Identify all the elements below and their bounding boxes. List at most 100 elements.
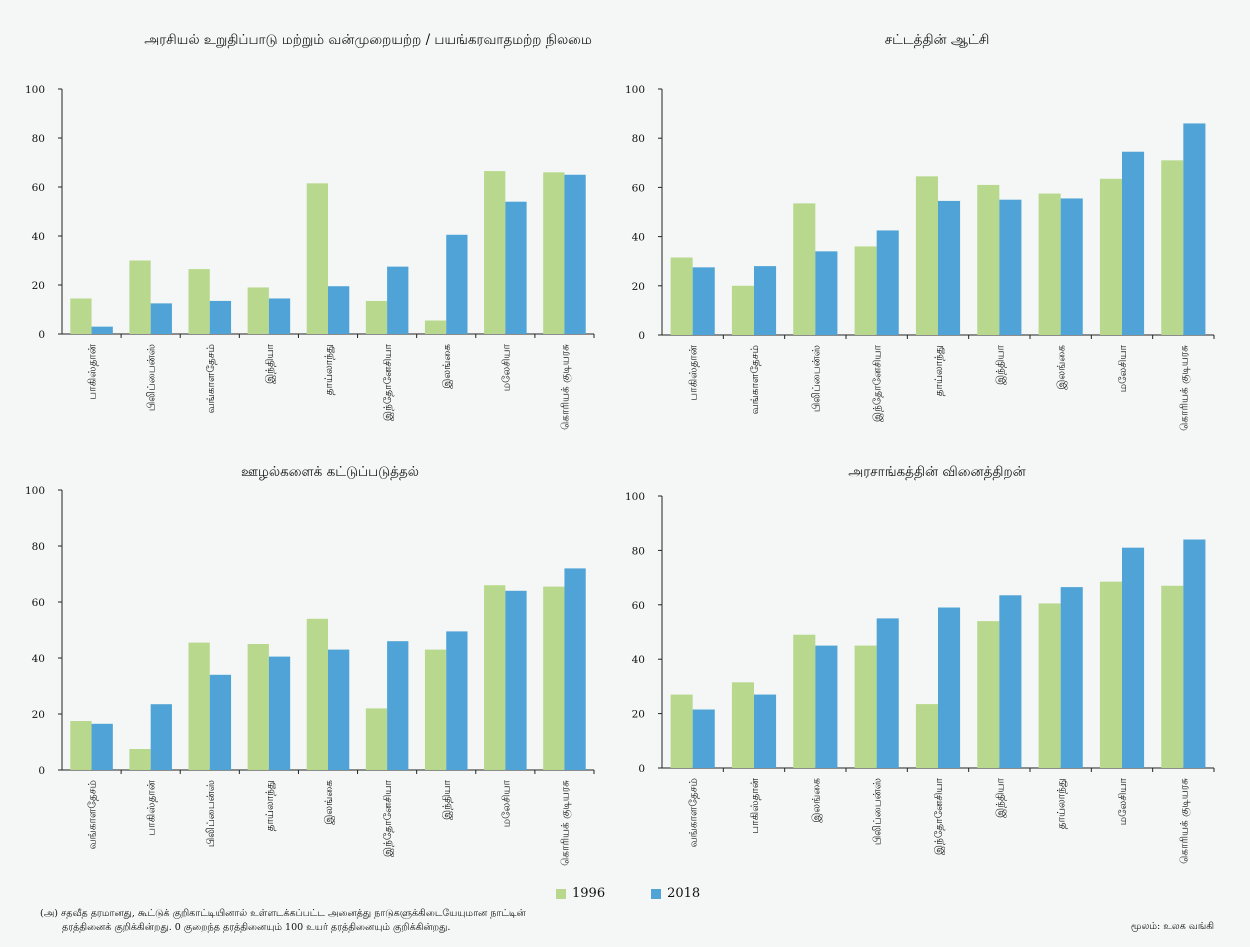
bar-2018 — [150, 704, 172, 770]
x-tick-label: பிலிப்பைன்ஸ் — [872, 777, 884, 845]
x-tick-label: இந்தோனேசியா — [872, 345, 884, 423]
x-tick-label: கொரியக் குடியரசு — [559, 780, 573, 866]
chart-title: சட்டத்தின் ஆட்சி — [885, 32, 990, 48]
x-tick-label: இந்தோனேசியா — [933, 778, 945, 856]
bar-1996 — [484, 585, 506, 770]
bar-1996 — [484, 171, 506, 334]
legend-swatch-2018 — [651, 888, 662, 899]
footnote: (அ) சதவீத தரமானது, கூட்டுக் குறிகாட்டியி… — [40, 907, 660, 935]
bar-1996 — [854, 645, 877, 768]
y-tick-label: 80 — [632, 133, 645, 145]
footnote-line-1: (அ) சதவீத தரமானது, கூட்டுக் குறிகாட்டியி… — [40, 908, 526, 919]
x-tick-label: பாகிஸ்தான் — [749, 777, 761, 834]
chart-4: அரசாங்கத்தின் வினைத்திறன் 0 20 40 60 80 100 வங்… — [625, 464, 1215, 864]
y-tick-label: 40 — [632, 232, 645, 244]
bar-1996 — [1099, 178, 1122, 335]
bar-2018 — [692, 709, 715, 768]
legend-label-1996: 1996 — [572, 886, 606, 901]
bar-2018 — [91, 326, 113, 334]
bar-2018 — [815, 251, 838, 335]
x-tick-label: மலேசியா — [500, 779, 512, 827]
y-tick-label: 80 — [32, 133, 45, 145]
bar-1996 — [1161, 160, 1184, 335]
y-tick-label: 100 — [25, 485, 45, 497]
bar-2018 — [1122, 547, 1145, 768]
y-tick-label: 0 — [638, 763, 645, 775]
x-tick-label: வங்காளதேசம் — [688, 777, 700, 847]
bar-2018 — [91, 723, 113, 770]
footnote-line-2: தரத்தினைக் குறிக்கின்றது. 0 குறைந்த தரத்… — [62, 922, 451, 933]
x-tick-label: இந்தியா — [994, 344, 1006, 385]
bar-2018 — [1122, 151, 1145, 335]
y-tick-label: 20 — [632, 709, 645, 721]
bar-2018 — [564, 174, 586, 334]
bar-1996 — [1161, 585, 1184, 768]
bar-1996 — [424, 320, 447, 334]
bar-1996 — [129, 749, 151, 770]
y-tick-label: 40 — [32, 653, 45, 665]
x-tick-label: இலங்கை — [441, 344, 453, 389]
bar-2018 — [876, 618, 899, 768]
x-tick-label: கொரியக் குடியரசு — [559, 344, 573, 430]
bar-1996 — [306, 618, 328, 770]
bar-2018 — [505, 590, 527, 770]
chart-1: அரசியல் உறுதிப்பாடு மற்றும் வன்முறையற்ற … — [25, 32, 595, 430]
x-tick-label: மலேசியா — [1117, 777, 1129, 825]
x-tick-label: மலேசியா — [1117, 344, 1129, 392]
bar-2018 — [387, 641, 409, 770]
bar-2018 — [876, 230, 899, 335]
bar-1996 — [915, 704, 938, 768]
bar-1996 — [793, 634, 816, 768]
bar-1996 — [306, 183, 328, 334]
bar-1996 — [793, 203, 816, 335]
x-tick-label: இந்தியா — [994, 777, 1006, 818]
bar-1996 — [731, 285, 754, 335]
bar-1996 — [977, 184, 1000, 335]
bar-2018 — [999, 199, 1022, 335]
bar-2018 — [938, 200, 961, 335]
chart-title: அரசாங்கத்தின் வினைத்திறன் — [848, 464, 1026, 480]
x-tick-label: பிலிப்பைன்ஸ் — [205, 779, 217, 847]
bar-2018 — [328, 286, 350, 334]
legend: 1996 2018 — [556, 886, 700, 901]
x-tick-label: இலங்கை — [810, 778, 822, 823]
bar-1996 — [247, 287, 269, 334]
bar-1996 — [247, 644, 269, 770]
bar-2018 — [268, 298, 291, 334]
y-tick-label: 60 — [632, 182, 645, 194]
bar-2018 — [938, 607, 961, 768]
x-tick-label: பிலிப்பைன்ஸ் — [810, 344, 822, 412]
x-tick-label: இலங்கை — [1056, 345, 1068, 390]
bar-1996 — [854, 246, 877, 335]
bar-1996 — [731, 682, 754, 768]
x-tick-label: இந்தியா — [441, 779, 453, 820]
x-tick-label: கொரியக் குடியரசு — [1178, 778, 1192, 864]
bar-1996 — [543, 172, 565, 334]
x-tick-label: பாகிஸ்தான் — [146, 779, 158, 836]
x-tick-label: மலேசியா — [500, 343, 512, 391]
bar-1996 — [365, 300, 388, 334]
y-tick-label: 40 — [32, 231, 45, 243]
y-tick-label: 100 — [625, 491, 645, 503]
bar-2018 — [446, 234, 468, 334]
y-tick-label: 100 — [625, 84, 645, 96]
legend-swatch-1996 — [556, 888, 566, 899]
bar-2018 — [754, 694, 777, 768]
x-tick-label: தாய்லாந்து — [323, 344, 335, 395]
x-tick-label: இந்தோனேசியா — [382, 780, 394, 858]
x-tick-label: பாகிஸ்தான் — [688, 344, 700, 401]
y-tick-label: 80 — [632, 545, 645, 557]
bar-1996 — [365, 708, 388, 770]
bar-2018 — [692, 267, 715, 335]
bar-2018 — [1060, 198, 1083, 335]
chart-title: அரசியல் உறுதிப்பாடு மற்றும் வன்முறையற்ற … — [144, 32, 592, 48]
x-tick-label: தாய்லாந்து — [933, 345, 945, 396]
x-tick-label: தாய்லாந்து — [1056, 778, 1068, 829]
y-tick-label: 60 — [632, 600, 645, 612]
x-tick-label: கொரியக் குடியரசு — [1178, 345, 1192, 431]
y-tick-label: 60 — [32, 182, 45, 194]
y-tick-label: 0 — [638, 330, 645, 342]
chart-3: ஊழல்களைக் கட்டுப்படுத்தல் 0 20 40 60 80 100 வங்… — [25, 464, 595, 866]
